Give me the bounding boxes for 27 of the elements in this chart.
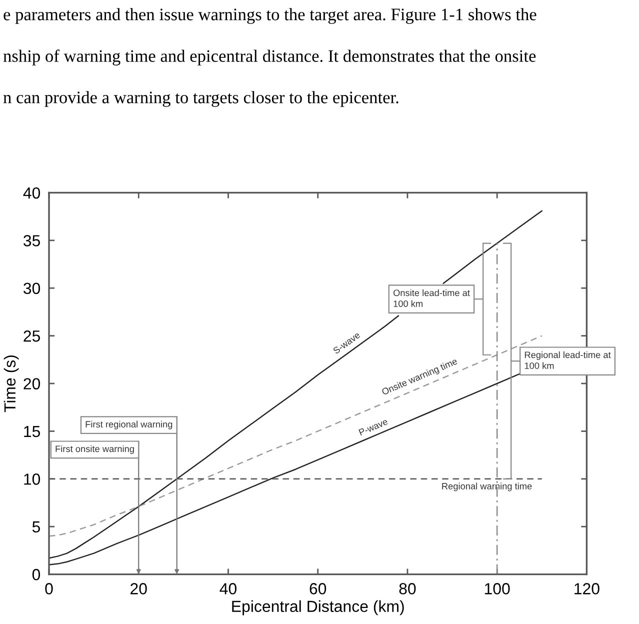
x-tick-label: 100 bbox=[484, 583, 510, 594]
y-tick-label: 35 bbox=[24, 235, 40, 246]
x-tick-label: 20 bbox=[130, 583, 147, 594]
x-tick-label: 0 bbox=[45, 583, 53, 594]
text: P-wave bbox=[358, 418, 388, 436]
y-tick-label: 40 bbox=[23, 187, 40, 199]
annotation: First regional warning bbox=[86, 420, 172, 430]
y-axis-title: Time (s) bbox=[4, 356, 19, 412]
annotation: Onsite lead-time at 100 km bbox=[393, 289, 470, 307]
y-tick-label: 15 bbox=[24, 426, 40, 438]
text: n can provide a warning to targets closer to the epicenter. bbox=[3, 91, 398, 107]
annotation: First onsite warning bbox=[56, 445, 134, 454]
x-tick-label: 120 bbox=[574, 583, 600, 594]
y-tick-label: 5 bbox=[32, 521, 40, 533]
y-tick-label: 30 bbox=[24, 282, 40, 294]
x-tick-label: 60 bbox=[310, 583, 326, 594]
y-tick-label: 20 bbox=[24, 378, 40, 390]
x-axis-title: Epicentral Distance (km) bbox=[232, 600, 404, 616]
y-tick-label: 0 bbox=[32, 568, 40, 580]
x-tick-label: 40 bbox=[220, 583, 236, 594]
text: e parameters and then issue warnings to the target area. Figure 1-1 shows the bbox=[4, 8, 536, 24]
y-tick-label: 25 bbox=[24, 330, 40, 342]
series-label: Regional warning time bbox=[442, 482, 532, 492]
annotation: Regional lead-time at 100 km bbox=[524, 351, 611, 369]
y-tick-label: 10 bbox=[24, 474, 40, 485]
x-tick-label: 80 bbox=[399, 583, 416, 594]
text: nship of warning time and epicentral distance. It demonstrates that the onsite bbox=[3, 50, 536, 66]
